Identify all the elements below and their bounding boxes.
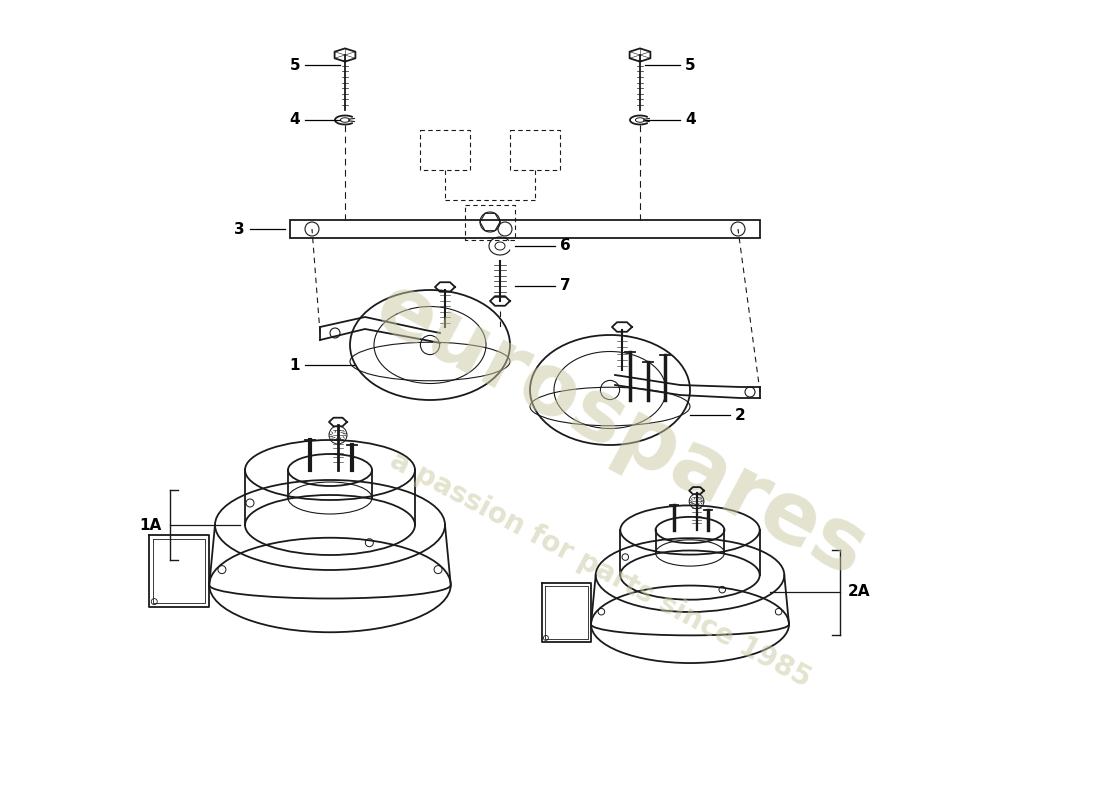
Text: 5: 5 <box>685 58 695 73</box>
Text: 1A: 1A <box>140 518 162 533</box>
Text: eurospares: eurospares <box>360 266 880 594</box>
Bar <box>290 220 760 238</box>
Text: 6: 6 <box>560 238 571 254</box>
Text: 7: 7 <box>560 278 571 294</box>
Text: 4: 4 <box>685 113 695 127</box>
Text: 4: 4 <box>289 113 300 127</box>
Text: a passion for parts since 1985: a passion for parts since 1985 <box>385 446 815 694</box>
Text: 3: 3 <box>234 222 245 237</box>
Text: 2A: 2A <box>848 585 870 599</box>
Text: 1: 1 <box>289 358 300 373</box>
Text: 5: 5 <box>289 58 300 73</box>
Text: 2: 2 <box>735 407 746 422</box>
